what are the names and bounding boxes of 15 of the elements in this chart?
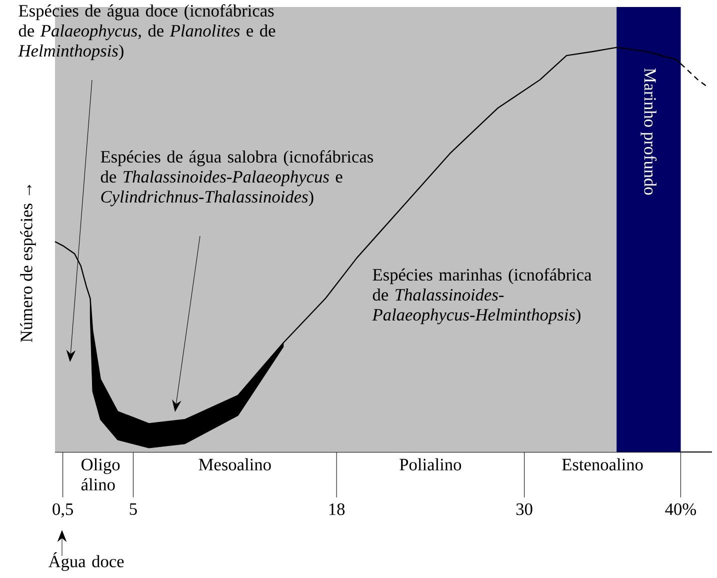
y-axis-title: Número de espécies → [20, 184, 36, 342]
text: Espécies de água doce (icnofábricas de Palaeophycus, de Planolites e de Helminthopsis) [18, 4, 276, 60]
text: Espécies de água salobra (icnofábricas de Thalassinoides-Palaeophycus e Cylindrichnus-Thalassinoides) [100, 150, 374, 206]
x-tick-label: 5 [130, 503, 137, 515]
text: Oligo álino [81, 458, 120, 490]
x-tick-label: 18 [329, 503, 345, 516]
x-tick-label: 30 [516, 503, 532, 516]
text: Mesoalino [198, 458, 271, 470]
annotation: Espécies marinhas (icnofábrica de Thalassinoides-Palaeophycus-Helminthopsis) [372, 268, 592, 324]
text: Estenoalino [562, 458, 643, 470]
x-tick-label: 0,5 [52, 503, 73, 518]
text: Polialino [400, 458, 462, 470]
x-tick-label: 40% [665, 503, 696, 516]
band-label: Marinho profundo [640, 68, 657, 195]
text: Água doce [48, 552, 124, 571]
